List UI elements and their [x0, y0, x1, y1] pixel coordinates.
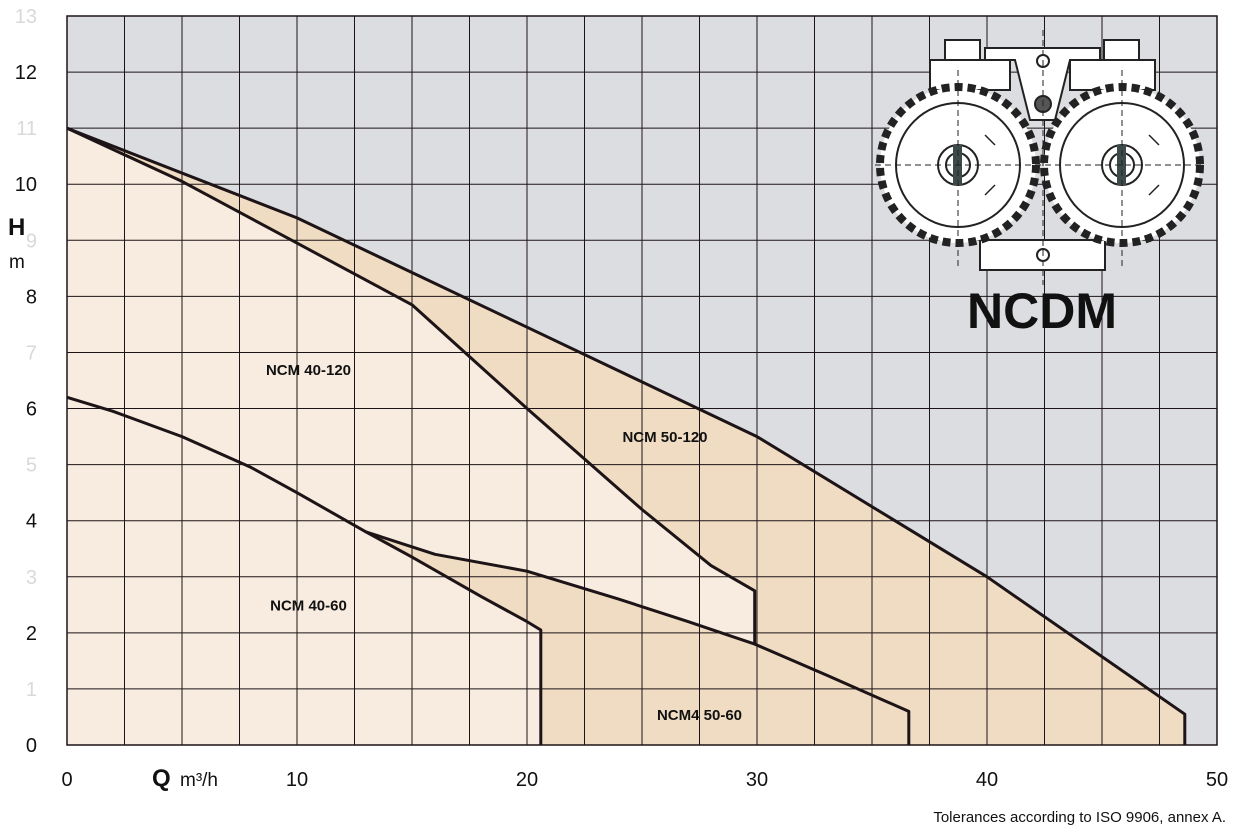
y-tick-label: 3 [26, 567, 37, 589]
x-tick-labels: 0 10 20 30 40 50 [61, 769, 1228, 791]
x-tick-label: 0 [61, 769, 72, 791]
plot-frame [66, 15, 1218, 746]
x-tick-label: 50 [1206, 769, 1228, 791]
x-tick-label: 20 [516, 769, 538, 791]
curve-label: NCM 40-120 [266, 362, 351, 379]
y-tick-label: 11 [16, 118, 37, 140]
curve-ncm-40-120 [66, 126, 757, 645]
y-tick-label: 1 [26, 679, 37, 701]
y-tick-label: 6 [26, 399, 37, 421]
x-tick-label: 40 [976, 769, 998, 791]
curve-label: NCM 50-120 [622, 429, 707, 446]
curve-label: NCM 40-60 [270, 597, 347, 614]
y-tick-label: 2 [26, 623, 37, 645]
y-tick-label: 4 [26, 511, 37, 533]
y-tick-label: 5 [26, 455, 37, 477]
y-axis-symbol: H [8, 214, 25, 241]
x-axis-unit: m³/h [180, 770, 218, 791]
curve-labels: NCM 40-120 NCM 50-120 NCM 40-60 NCM4 50-60 [266, 362, 742, 724]
curve-ncm-50-120 [66, 126, 1187, 745]
curve-label: NCM4 50-60 [657, 707, 742, 724]
y-tick-label: 10 [15, 174, 37, 196]
y-tick-label: 0 [26, 735, 37, 757]
performance-curves [66, 126, 1187, 745]
y-tick-label: 8 [26, 286, 37, 308]
x-tick-label: 30 [746, 769, 768, 791]
y-tick-label: 7 [26, 342, 37, 364]
x-axis-symbol: Q [152, 765, 171, 792]
y-tick-label: 9 [26, 230, 37, 252]
y-axis-unit: m [9, 252, 25, 273]
product-name: NCDM [967, 283, 1117, 339]
y-tick-label: 13 [15, 6, 37, 28]
twin-pump-illustration [875, 30, 1205, 285]
curve-ncm4-50-60 [365, 530, 911, 745]
y-tick-label: 12 [15, 62, 37, 84]
grid-lines [67, 16, 1217, 745]
x-tick-label: 10 [286, 769, 308, 791]
tolerance-footnote: Tolerances according to ISO 9906, annex … [933, 809, 1226, 826]
